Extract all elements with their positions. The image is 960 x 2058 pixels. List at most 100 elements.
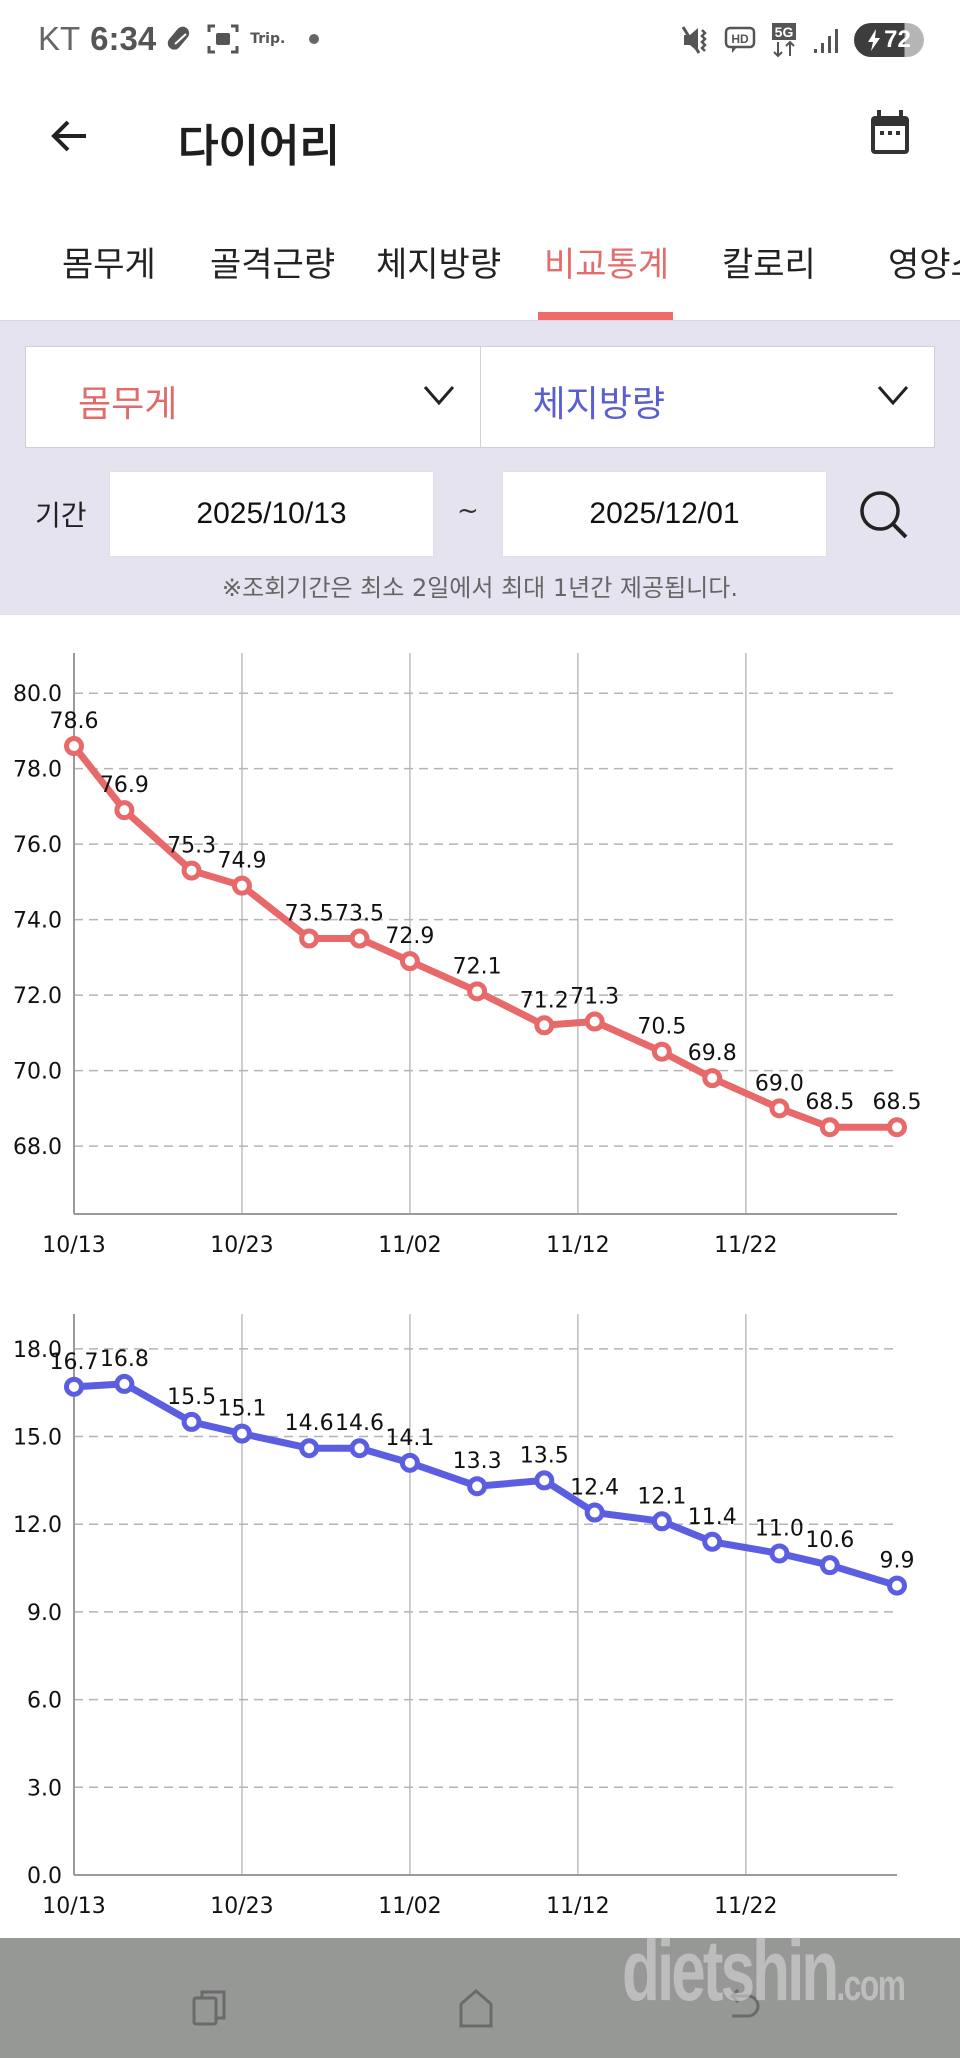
data-point[interactable] [467, 981, 488, 1002]
data-label: 72.1 [453, 954, 502, 979]
data-label: 74.9 [217, 849, 266, 874]
data-point[interactable] [584, 1011, 605, 1032]
y-tick-label: 74.0 [13, 909, 62, 934]
data-point[interactable] [114, 800, 135, 821]
data-label: 71.3 [570, 985, 619, 1010]
x-tick-label: 11/12 [546, 1894, 609, 1919]
pill-icon [167, 26, 190, 50]
tab-nutrients[interactable]: 영양소 [888, 246, 960, 284]
chevron-down-icon [423, 386, 454, 406]
data-point[interactable] [114, 1373, 135, 1394]
data-label: 68.5 [805, 1090, 854, 1115]
status-bar: KT 6:34 Trip. HD 5G 72 [0, 0, 960, 80]
chevron-down-icon [877, 386, 909, 406]
data-label: 70.5 [637, 1015, 686, 1040]
data-point[interactable] [64, 1376, 84, 1397]
metric-a-dropdown[interactable]: 몸무게 [26, 347, 480, 447]
x-tick-label: 10/13 [42, 1894, 105, 1919]
y-tick-label: 0.0 [27, 1864, 62, 1889]
carrier-label: KT [38, 20, 81, 57]
data-label: 78.6 [50, 709, 99, 734]
data-point[interactable] [467, 1476, 488, 1497]
data-point[interactable] [702, 1068, 723, 1089]
data-point[interactable] [181, 860, 202, 881]
y-tick-label: 80.0 [13, 682, 62, 707]
end-date-input[interactable]: 2025/12/01 [502, 471, 827, 557]
data-label: 16.7 [50, 1350, 99, 1375]
data-point[interactable] [64, 736, 84, 757]
tab-skeletal-muscle[interactable]: 골격근량 [210, 246, 336, 284]
data-point[interactable] [231, 875, 252, 896]
data-point[interactable] [534, 1470, 555, 1491]
data-point[interactable] [702, 1531, 723, 1552]
start-date-input[interactable]: 2025/10/13 [109, 471, 434, 557]
data-label: 14.1 [385, 1426, 434, 1451]
data-point[interactable] [887, 1117, 907, 1138]
data-point[interactable] [534, 1015, 555, 1036]
x-tick-label: 10/13 [42, 1233, 105, 1258]
watermark: dietshin.com [622, 1923, 906, 2019]
data-point[interactable] [887, 1575, 907, 1596]
data-label: 12.4 [570, 1476, 619, 1501]
y-tick-label: 78.0 [13, 758, 62, 783]
data-label: 69.8 [688, 1041, 737, 1066]
tab-calories[interactable]: 칼로리 [722, 246, 816, 284]
data-point[interactable] [819, 1117, 840, 1138]
data-point[interactable] [349, 928, 370, 949]
data-point[interactable] [769, 1098, 790, 1119]
period-notice: ※조회기간은 최소 2일에서 최대 1년간 제공됩니다. [222, 574, 738, 602]
date-range-separator: ~ [457, 496, 479, 526]
data-point[interactable] [584, 1502, 605, 1523]
tab-body-fat[interactable]: 체지방량 [376, 246, 502, 284]
arrow-left-icon[interactable] [50, 118, 90, 154]
data-point[interactable] [399, 1452, 420, 1473]
data-point[interactable] [349, 1438, 370, 1459]
back-icon[interactable] [724, 1988, 764, 2028]
metric-b-dropdown[interactable]: 체지방량 [479, 347, 935, 447]
hd-voice-icon: HD [724, 26, 756, 53]
data-point[interactable] [651, 1041, 672, 1062]
y-tick-label: 18.0 [13, 1338, 62, 1363]
data-label: 15.5 [167, 1385, 216, 1410]
metric-selector-group: 몸무게 체지방량 [25, 346, 935, 448]
recent-apps-icon[interactable] [190, 1988, 230, 2028]
svg-text:5G: 5G [775, 24, 794, 40]
data-label: 9.9 [880, 1549, 915, 1574]
data-point[interactable] [299, 928, 320, 949]
active-tab-indicator [538, 312, 673, 320]
y-tick-label: 72.0 [13, 984, 62, 1009]
search-icon[interactable] [858, 489, 910, 541]
data-point[interactable] [181, 1411, 202, 1432]
y-tick-label: 76.0 [13, 833, 62, 858]
data-point[interactable] [399, 951, 420, 972]
x-tick-label: 10/23 [210, 1233, 273, 1258]
y-tick-label: 70.0 [13, 1060, 62, 1085]
tab-bar: 몸무게 골격근량 체지방량 비교통계 칼로리 영양소 [0, 225, 960, 320]
data-label: 76.9 [100, 773, 149, 798]
data-label: 12.1 [637, 1484, 686, 1509]
data-label: 71.2 [520, 988, 569, 1013]
data-label: 68.5 [873, 1090, 922, 1115]
data-point[interactable] [651, 1511, 672, 1532]
y-tick-label: 15.0 [13, 1426, 62, 1451]
data-label: 15.1 [217, 1397, 266, 1422]
period-label: 기간 [35, 499, 87, 532]
body-fat-line-chart: 10/13 10/23 11/02 11/12 11/22 18.0 15.0 12.0 9.0… [0, 1300, 960, 1920]
x-tick-label: 11/22 [714, 1894, 777, 1919]
data-label: 10.6 [805, 1528, 854, 1553]
data-point[interactable] [299, 1438, 320, 1459]
tab-compare-stats[interactable]: 비교통계 [544, 246, 670, 284]
calendar-icon[interactable] [868, 108, 912, 158]
data-label: 72.9 [385, 924, 434, 949]
weight-line-chart: 10/13 10/23 11/02 11/12 11/22 80.0 78.0 76.0 74.… [0, 640, 960, 1280]
y-tick-label: 3.0 [27, 1776, 62, 1801]
5g-data-icon: 5G [772, 23, 796, 58]
data-label: 11.4 [688, 1505, 737, 1530]
data-point[interactable] [769, 1543, 790, 1564]
data-point[interactable] [819, 1555, 840, 1576]
data-label: 11.0 [755, 1516, 804, 1541]
tab-weight[interactable]: 몸무게 [62, 246, 156, 284]
metric-b-value: 체지방량 [532, 383, 665, 424]
data-point[interactable] [231, 1423, 252, 1444]
home-icon[interactable] [456, 1988, 496, 2028]
